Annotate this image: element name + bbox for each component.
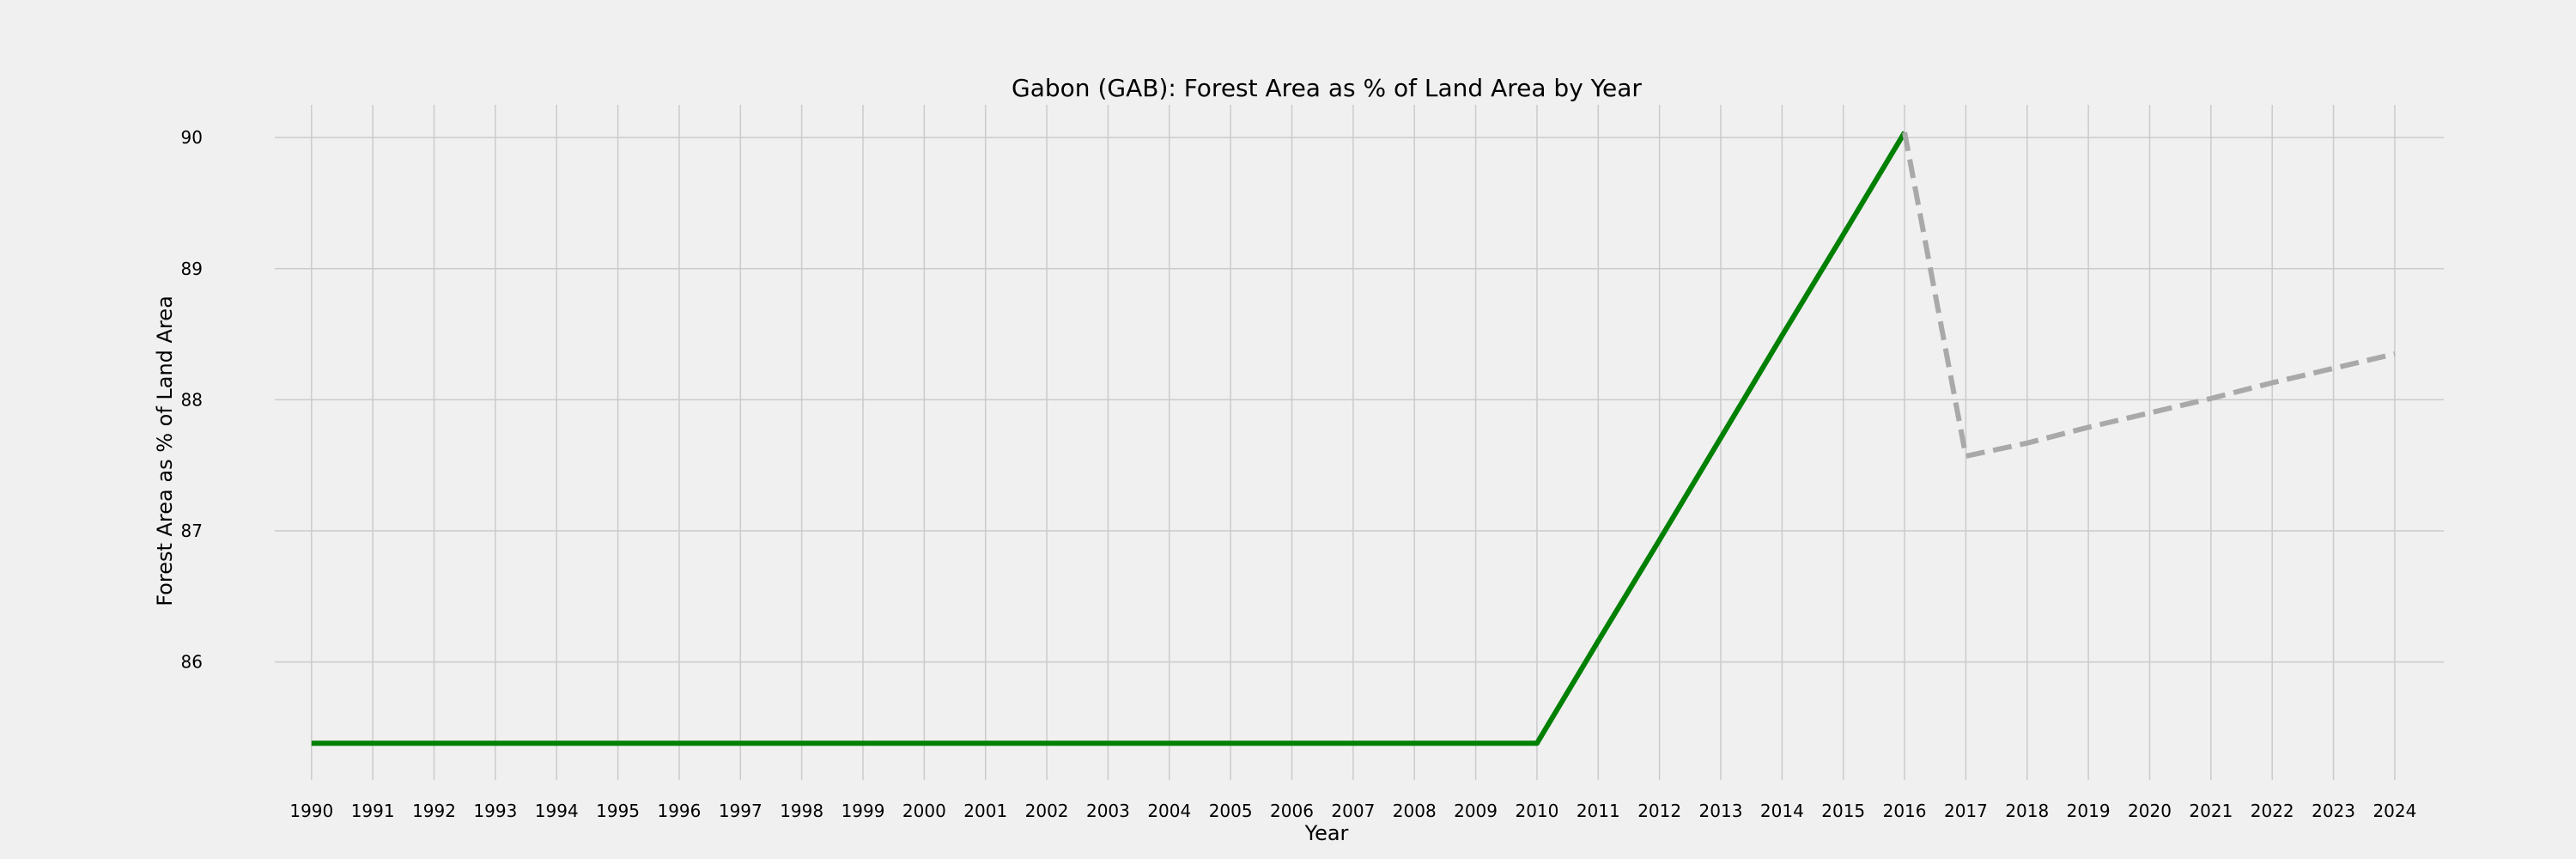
- y-tick-label: 88: [181, 389, 203, 410]
- x-tick-labels: 1990 1991 1992 1993 1994 1995 1996 1997 1998 1999…: [289, 801, 2416, 821]
- x-axis-label: Year: [1304, 821, 1349, 845]
- x-tick-label: 2004: [1147, 801, 1191, 821]
- x-tick-label: 2003: [1086, 801, 1130, 821]
- x-tick-label: 2008: [1393, 801, 1437, 821]
- x-tick-label: 2021: [2189, 801, 2233, 821]
- x-tick-label: 2018: [2005, 801, 2049, 821]
- x-tick-label: 2012: [1637, 801, 1681, 821]
- x-tick-label: 2024: [2372, 801, 2416, 821]
- chart-title: Gabon (GAB): Forest Area as % of Land Ar…: [1012, 74, 1642, 102]
- x-tick-label: 2000: [902, 801, 946, 821]
- y-tick-label: 87: [181, 521, 203, 541]
- x-tick-label: 2001: [963, 801, 1007, 821]
- x-tick-label: 1999: [841, 801, 885, 821]
- x-tick-label: 2023: [2312, 801, 2355, 821]
- x-tick-label: 1991: [351, 801, 395, 821]
- x-tick-label: 2022: [2251, 801, 2294, 821]
- x-tick-label: 2002: [1025, 801, 1069, 821]
- forest-area-series-line: [311, 131, 1907, 746]
- x-tick-label: 2014: [1760, 801, 1804, 821]
- y-tick-label: 90: [181, 127, 203, 148]
- x-tick-label: 2010: [1515, 801, 1558, 821]
- y-tick-labels: 86 87 88 89 90: [181, 127, 203, 672]
- x-tick-label: 2006: [1270, 801, 1314, 821]
- x-tick-label: 2013: [1699, 801, 1743, 821]
- x-tick-label: 2011: [1577, 801, 1620, 821]
- y-tick-label: 89: [181, 259, 203, 279]
- x-tick-label: 1998: [780, 801, 823, 821]
- x-tick-label: 2016: [1883, 801, 1927, 821]
- x-tick-label: 1997: [719, 801, 762, 821]
- x-tick-label: 1996: [657, 801, 701, 821]
- x-tick-label: 2007: [1331, 801, 1375, 821]
- x-tick-label: 2017: [1944, 801, 1988, 821]
- grid-lines: [275, 105, 2444, 780]
- x-tick-label: 2019: [2067, 801, 2111, 821]
- y-axis-label: Forest Area as % of Land Area: [153, 295, 177, 606]
- x-tick-label: 2015: [1821, 801, 1865, 821]
- x-tick-label: 2009: [1454, 801, 1498, 821]
- x-tick-label: 2005: [1209, 801, 1253, 821]
- x-tick-label: 1993: [473, 801, 517, 821]
- x-tick-label: 1994: [535, 801, 579, 821]
- x-tick-label: 2020: [2128, 801, 2172, 821]
- y-tick-label: 86: [181, 652, 203, 673]
- x-tick-label: 1995: [596, 801, 640, 821]
- x-tick-label: 1992: [412, 801, 456, 821]
- x-tick-label: 1990: [289, 801, 333, 821]
- series-group: [311, 131, 2396, 746]
